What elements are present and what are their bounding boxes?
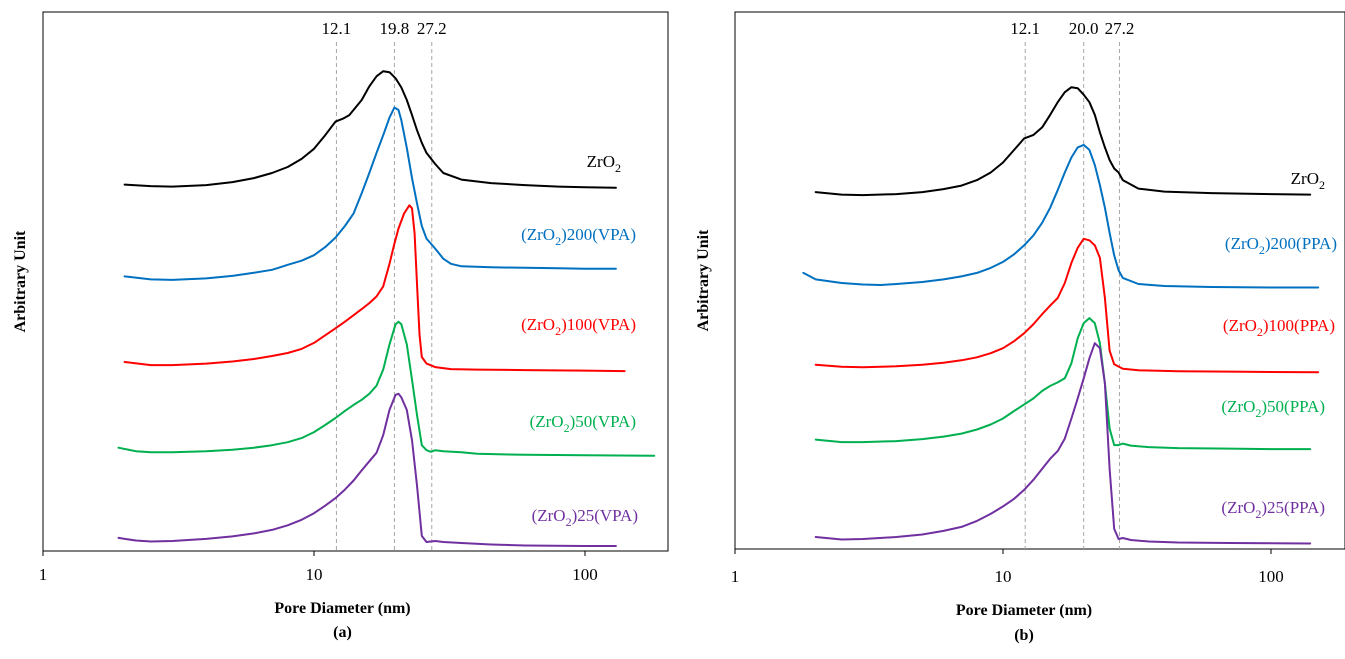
series-label-name: ZrO xyxy=(1291,169,1319,188)
series-label-subscript: 2 xyxy=(1255,406,1261,420)
series-label-name: (ZrO xyxy=(1221,498,1255,517)
series-label: (ZrO2)50(VPA) xyxy=(530,412,636,435)
reference-line-label: 19.8 xyxy=(380,19,410,38)
plot-area-frame xyxy=(42,11,669,552)
series-line xyxy=(123,70,617,189)
series-label: (ZrO2)200(VPA) xyxy=(521,225,636,248)
series-label-suffix: )100(VPA) xyxy=(561,315,636,334)
reference-line-label: 27.2 xyxy=(417,19,447,38)
x-tick-label: 100 xyxy=(572,565,598,584)
series-label-name: (ZrO xyxy=(530,412,564,431)
series-line xyxy=(117,320,656,457)
series-label-subscript: 2 xyxy=(564,421,570,435)
series-label: (ZrO2)200(PPA) xyxy=(1225,234,1337,257)
series-label-name: (ZrO xyxy=(1225,234,1259,253)
series-label-suffix: )50(PPA) xyxy=(1261,397,1325,416)
x-tick-label: 10 xyxy=(306,565,323,584)
series-label: (ZrO2)50(PPA) xyxy=(1221,397,1325,420)
series-line xyxy=(123,204,626,373)
panel-label: (b) xyxy=(1014,627,1034,644)
series-label-suffix: )25(VPA) xyxy=(572,506,638,525)
series-line xyxy=(814,317,1312,451)
series-label-name: (ZrO xyxy=(1221,397,1255,416)
panel-a-chart: 12.1 19.8 27.2 1 10 100 Pore Diameter (nm) Arbi… xyxy=(12,11,669,641)
series-label: (ZrO2)25(PPA) xyxy=(1221,498,1325,521)
y-axis-title: Arbitrary Unit xyxy=(12,230,29,332)
series-line xyxy=(802,143,1320,289)
series-label-suffix: )50(VPA) xyxy=(570,412,636,431)
series-label: (ZrO2)25(VPA) xyxy=(532,506,638,529)
series-label-name: (ZrO xyxy=(521,225,555,244)
series-label-subscript: 2 xyxy=(1319,178,1325,192)
series-label-subscript: 2 xyxy=(555,234,561,248)
series-label-name: (ZrO xyxy=(532,506,566,525)
series-label-suffix: )25(PPA) xyxy=(1261,498,1325,517)
series-label-name: (ZrO xyxy=(521,315,555,334)
panel-b-chart: 12.1 20.0 27.2 1 10 100 Pore Diameter (nm) Arbi… xyxy=(695,11,1345,644)
series-label-subscript: 2 xyxy=(615,161,621,175)
x-tick-label: 10 xyxy=(995,567,1012,586)
series-label-suffix: )200(VPA) xyxy=(561,225,636,244)
reference-line-label: 20.0 xyxy=(1069,19,1099,38)
series-line xyxy=(117,392,617,547)
panel-label: (a) xyxy=(333,624,352,641)
series-label-subscript: 2 xyxy=(1257,325,1263,339)
series-label-subscript: 2 xyxy=(1259,243,1265,257)
series-label-suffix: )100(PPA) xyxy=(1263,316,1335,335)
x-axis-title: Pore Diameter (nm) xyxy=(274,600,410,617)
x-tick-label: 1 xyxy=(39,565,48,584)
series-label-name: ZrO xyxy=(587,152,615,171)
series-label-subscript: 2 xyxy=(555,324,561,338)
reference-line-label: 27.2 xyxy=(1105,19,1135,38)
series-line xyxy=(123,106,617,281)
x-axis-title: Pore Diameter (nm) xyxy=(956,602,1092,619)
x-tick-label: 1 xyxy=(731,567,740,586)
series-label-subscript: 2 xyxy=(566,515,572,529)
series-label-subscript: 2 xyxy=(1255,507,1261,521)
y-axis-title: Arbitrary Unit xyxy=(695,229,712,331)
series-line xyxy=(814,237,1320,374)
plot-area-frame xyxy=(734,11,1345,550)
reference-line-label: 12.1 xyxy=(322,19,352,38)
series-label: (ZrO2)100(VPA) xyxy=(521,315,636,338)
reference-line-label: 12.1 xyxy=(1010,19,1040,38)
series-label: ZrO2 xyxy=(1291,169,1325,192)
series-line xyxy=(814,86,1312,197)
series-label: ZrO2 xyxy=(587,152,621,175)
series-line xyxy=(814,342,1312,545)
x-tick-label: 100 xyxy=(1258,567,1284,586)
series-label-name: (ZrO xyxy=(1223,316,1257,335)
series-label: (ZrO2)100(PPA) xyxy=(1223,316,1335,339)
series-label-suffix: )200(PPA) xyxy=(1265,234,1337,253)
